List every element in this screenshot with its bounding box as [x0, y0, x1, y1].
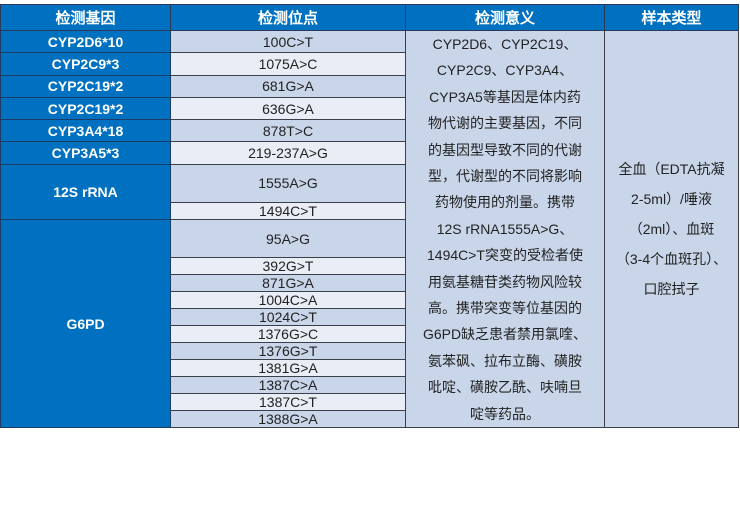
site-cell: 871G>A: [170, 274, 406, 293]
meaning-line: 氨苯砜、拉布立酶、磺胺: [428, 352, 582, 369]
table-row: 1376G>C: [1, 325, 739, 344]
table-row: 1376G>T: [1, 342, 739, 361]
gene-cell: 12S rRNA: [0, 163, 171, 220]
site-cell: 95A>G: [170, 218, 406, 259]
gene-cell: CYP2D6*10: [0, 29, 171, 54]
table-row: CYP2C9*3 1075A>C: [0, 52, 739, 76]
sample-cell: 全血（EDTA抗凝 2-5ml）/唾液 （2ml）、血斑 （3-4个血斑孔）、 口腔拭子: [604, 29, 739, 429]
sample-line: （3-4个血斑孔）、: [615, 251, 728, 268]
site-cell: 392G>T: [170, 257, 406, 276]
site-cell: 1494C>T: [170, 201, 406, 220]
site-cell: 636G>A: [170, 96, 406, 121]
table-row: 1004C>A: [1, 291, 739, 310]
site-cell: 1075A>C: [170, 52, 406, 76]
meaning-line: 物代谢的主要基因，不同: [428, 115, 582, 132]
header-row: 检测基因 检测位点 检测意义 样本类型: [0, 4, 739, 31]
table-row: G6PD 95A>G: [0, 218, 739, 429]
site-cell: 1387C>T: [170, 393, 406, 412]
meaning-line: 用氨基糖苷类药物风险较: [428, 273, 582, 290]
site-cell: 1376G>T: [170, 342, 406, 361]
table-row: 871G>A: [1, 274, 739, 293]
site-cell: 681G>A: [170, 74, 406, 98]
meaning-line: 型，代谢型的不同将影响: [428, 168, 582, 185]
table-row: CYP2C19*2 636G>A: [0, 96, 739, 121]
meaning-line: 吡啶、磺胺乙酰、呋喃旦: [428, 379, 582, 396]
table-row: CYP2C19*2 681G>A: [0, 74, 739, 98]
site-cell: 1024C>T: [170, 308, 406, 327]
header-site: 检测位点: [170, 4, 406, 31]
meaning-line: 药物使用的剂量。携带: [435, 194, 575, 211]
sample-line: 2-5ml）/唾液: [631, 191, 712, 208]
gene-cell: CYP2C19*2: [0, 74, 171, 98]
table-row: 1024C>T: [1, 308, 739, 327]
meaning-cell: CYP2D6、CYP2C19、 CYP2C9、CYP3A4、 CYP3A5等基因是体…: [405, 29, 605, 429]
site-cell: 1555A>G: [170, 163, 406, 203]
meaning-line: 的基因型导致不同的代谢: [428, 141, 582, 158]
meaning-line: G6PD缺乏患者禁用氯喹、: [422, 326, 588, 343]
gene-cell: G6PD: [0, 218, 171, 429]
header-sample: 样本类型: [604, 4, 739, 31]
site-cell: 1376G>C: [170, 325, 406, 344]
site-cell: 1387C>A: [170, 376, 406, 395]
sample-line: （2ml）、血斑: [628, 221, 715, 238]
site-cell: 1004C>A: [170, 291, 406, 310]
gene-cell: CYP2C19*2: [0, 96, 171, 121]
meaning-line: CYP2C9、CYP3A4、: [436, 62, 574, 79]
table-row: 12S rRNA 1555A>G: [0, 163, 739, 220]
meaning-line: 高。携带突变等位基因的: [428, 300, 582, 317]
table-row: 1387C>T: [1, 393, 739, 412]
sample-line: 全血（EDTA抗凝: [618, 161, 725, 178]
meaning-line: CYP2D6、CYP2C19、: [432, 36, 578, 52]
header-meaning: 检测意义: [405, 4, 605, 31]
meaning-line: 12S rRNA1555A>G、: [436, 220, 574, 237]
gene-cell: CYP3A5*3: [0, 141, 171, 165]
site-cell: 219-237A>G: [170, 141, 406, 165]
gene-cell: CYP2C9*3: [0, 52, 171, 76]
meaning-line: 1494C>T突变的受检者使: [427, 247, 583, 264]
table-row: CYP3A5*3 219-237A>G: [0, 141, 739, 165]
meaning-line: 啶等药品。: [470, 405, 540, 422]
header-gene: 检测基因: [0, 4, 171, 31]
site-cell: 100C>T: [170, 29, 406, 54]
gene-test-table: 检测基因 检测位点 检测意义 样本类型 CYP2D6*10 100C>T CYP2D…: [0, 4, 739, 429]
site-cell: 1381G>A: [170, 359, 406, 378]
meaning-line: CYP3A5等基因是体内药: [429, 88, 581, 105]
table-row: CYP2D6*10 100C>T CYP2D6、CYP2C19、 CYP2C9、CYP…: [0, 29, 739, 429]
sample-line: 口腔拭子: [643, 281, 700, 298]
gene-cell: CYP3A4*18: [0, 119, 171, 143]
site-cell: 1388G>A: [170, 410, 406, 429]
table-row: 1388G>A: [1, 410, 739, 429]
site-cell: 878T>C: [170, 119, 406, 143]
